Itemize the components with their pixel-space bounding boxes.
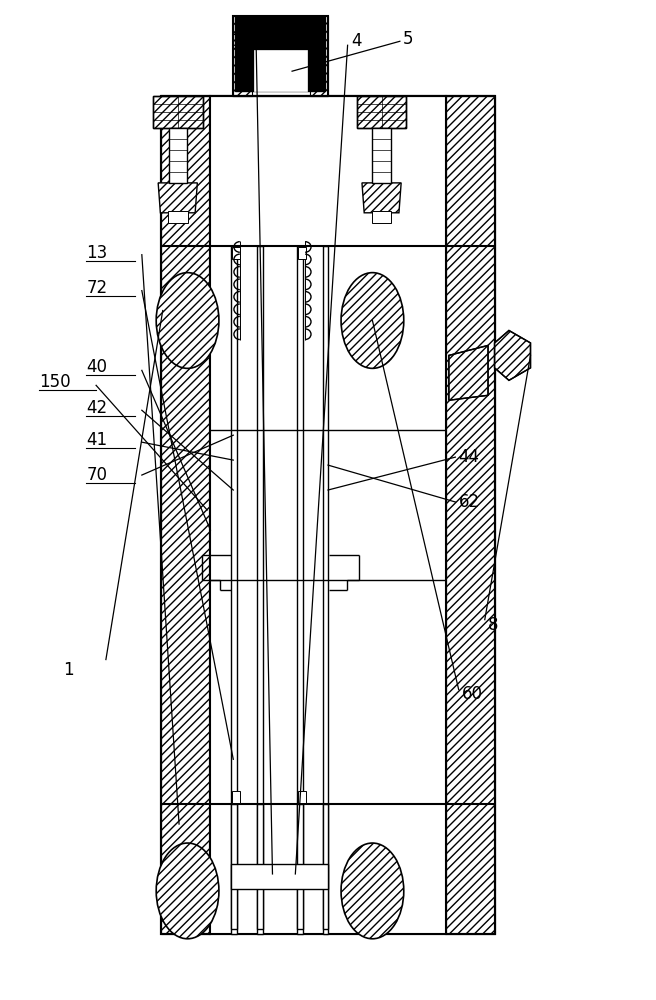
Bar	[297, 246, 302, 934]
Bar	[445, 96, 495, 934]
Bar	[211, 246, 232, 804]
Bar	[357, 96, 406, 128]
Bar	[328, 246, 445, 804]
Polygon shape	[362, 183, 401, 213]
Bar	[323, 246, 328, 934]
Bar	[161, 96, 211, 934]
Bar	[232, 247, 240, 259]
Circle shape	[156, 273, 219, 368]
Bar	[211, 96, 232, 246]
Bar	[161, 96, 211, 934]
Text: 4: 4	[351, 32, 361, 50]
Bar	[262, 246, 297, 804]
Bar	[232, 804, 237, 929]
Circle shape	[156, 843, 219, 939]
Bar	[310, 16, 328, 96]
Bar	[257, 246, 262, 934]
Polygon shape	[158, 183, 197, 213]
Bar	[262, 96, 297, 246]
Bar	[328, 96, 445, 246]
Text: 44: 44	[459, 448, 480, 466]
Text: 8: 8	[488, 616, 499, 634]
Circle shape	[341, 273, 404, 368]
Bar	[297, 804, 302, 929]
Text: 40: 40	[87, 358, 108, 376]
Bar	[232, 246, 237, 934]
Bar	[357, 96, 406, 128]
Bar	[298, 247, 306, 259]
Bar	[323, 804, 328, 929]
Circle shape	[341, 843, 404, 939]
Text: 42: 42	[87, 399, 108, 417]
Polygon shape	[495, 330, 531, 380]
Bar	[169, 128, 187, 183]
Bar	[445, 96, 495, 934]
Bar	[161, 96, 495, 934]
Bar	[168, 211, 188, 223]
Text: 13: 13	[87, 244, 108, 262]
Bar	[232, 791, 240, 803]
Bar	[234, 16, 251, 96]
Bar	[298, 791, 306, 803]
Bar	[328, 804, 445, 934]
Bar	[236, 16, 325, 91]
Bar	[211, 96, 445, 934]
Bar	[257, 804, 262, 929]
Text: 1: 1	[64, 661, 74, 679]
Bar	[262, 804, 297, 934]
Bar	[232, 864, 328, 889]
Text: 72: 72	[87, 279, 108, 297]
Text: 5: 5	[403, 30, 414, 48]
Bar	[372, 211, 392, 223]
Bar	[373, 128, 391, 183]
Bar	[234, 16, 328, 96]
Text: 60: 60	[462, 685, 483, 703]
Polygon shape	[449, 345, 488, 400]
Bar	[253, 50, 307, 91]
Text: 41: 41	[87, 431, 108, 449]
Text: 15: 15	[232, 32, 253, 50]
Bar	[153, 96, 203, 128]
Text: 62: 62	[459, 493, 480, 511]
Bar	[211, 804, 232, 934]
Text: 70: 70	[87, 466, 108, 484]
Bar	[153, 96, 203, 128]
Text: 150: 150	[39, 373, 71, 391]
